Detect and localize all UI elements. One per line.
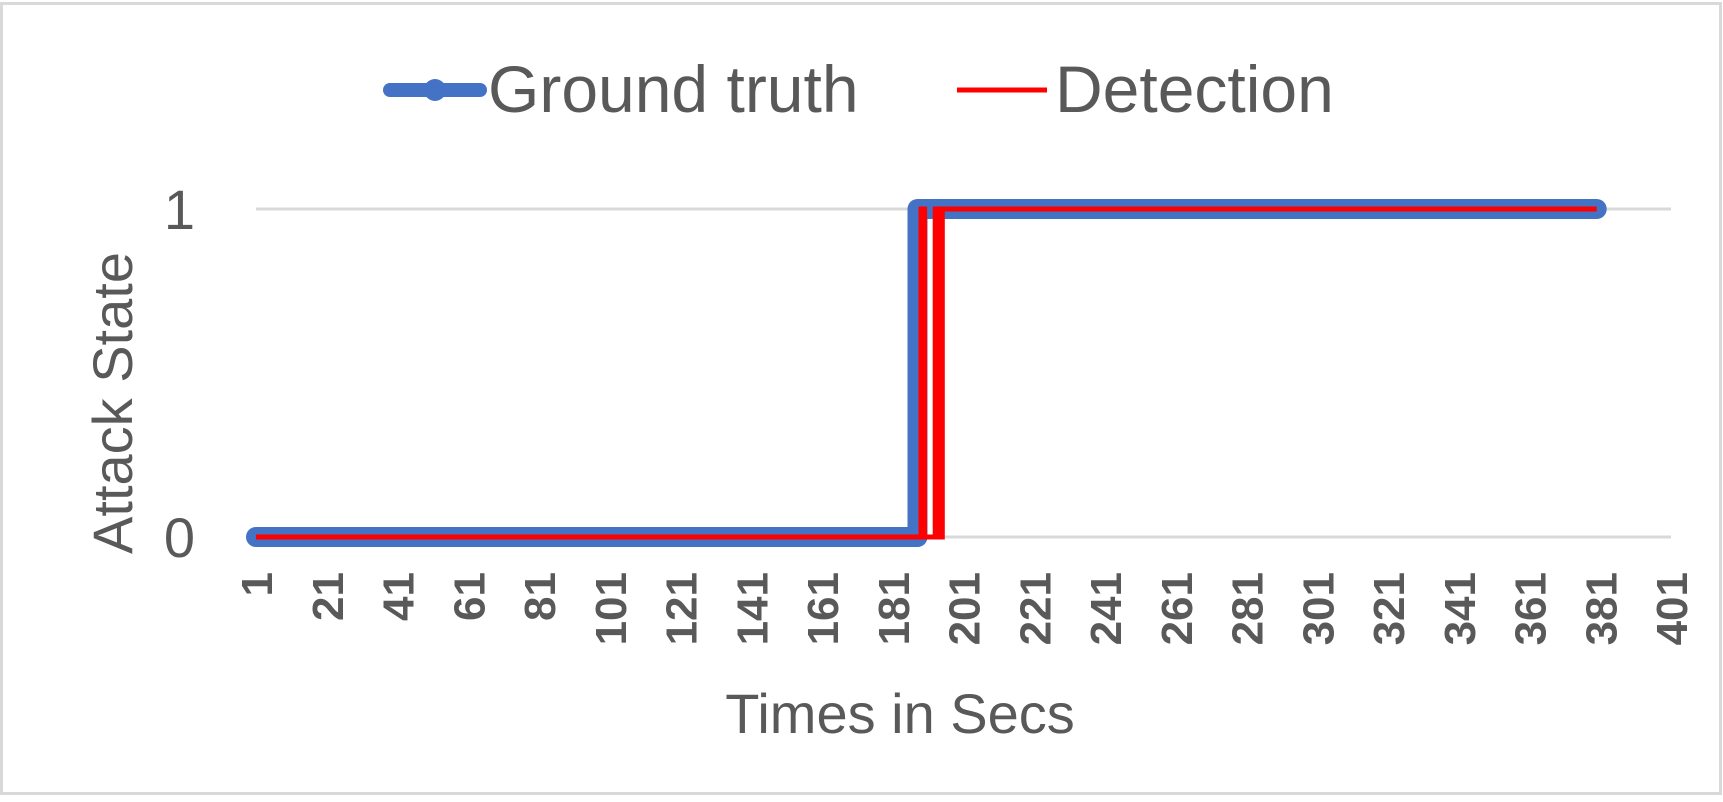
legend-label-detection: Detection	[1055, 52, 1334, 126]
x-tick-label-201: 201	[941, 572, 990, 645]
x-tick-label-161: 161	[799, 572, 848, 645]
series-line-detection	[256, 206, 1597, 540]
legend-item-detection: Detection	[957, 52, 1334, 126]
x-tick-label-301: 301	[1294, 572, 1343, 645]
x-tick-label-141: 141	[728, 572, 777, 645]
x-tick-label-1: 1	[233, 572, 282, 596]
x-tick-label-381: 381	[1577, 572, 1626, 645]
y-tick-labels: 01	[164, 178, 195, 569]
legend-marker-ground-truth	[424, 79, 446, 101]
x-tick-label-341: 341	[1436, 572, 1485, 645]
x-tick-label-401: 401	[1648, 572, 1697, 645]
x-tick-label-61: 61	[445, 572, 494, 621]
legend-item-ground-truth: Ground truth	[383, 52, 859, 126]
y-axis-title: Attack State	[81, 252, 144, 554]
x-tick-label-321: 321	[1365, 572, 1414, 645]
x-tick-label-181: 181	[870, 572, 919, 645]
x-tick-label-121: 121	[658, 572, 707, 645]
x-tick-label-281: 281	[1224, 572, 1273, 645]
x-tick-label-261: 261	[1153, 572, 1202, 645]
x-tick-label-241: 241	[1082, 572, 1131, 645]
legend: Ground truth Detection	[383, 52, 1334, 126]
x-tick-labels: 1 21 41 61 81 101 121 141 161 181 201 221 241 261 281 3…	[233, 572, 1697, 645]
x-tick-label-221: 221	[1011, 572, 1060, 645]
x-tick-label-101: 101	[587, 572, 636, 645]
series-layer	[246, 199, 1607, 547]
x-tick-label-21: 21	[304, 572, 353, 621]
legend-label-ground-truth: Ground truth	[488, 52, 859, 126]
y-tick-label-1: 1	[164, 178, 195, 241]
x-tick-label-41: 41	[375, 572, 424, 621]
x-tick-label-81: 81	[516, 572, 565, 621]
x-axis-title: Times in Secs	[725, 682, 1075, 745]
y-tick-label-0: 0	[164, 506, 195, 569]
x-tick-label-361: 361	[1507, 572, 1556, 645]
